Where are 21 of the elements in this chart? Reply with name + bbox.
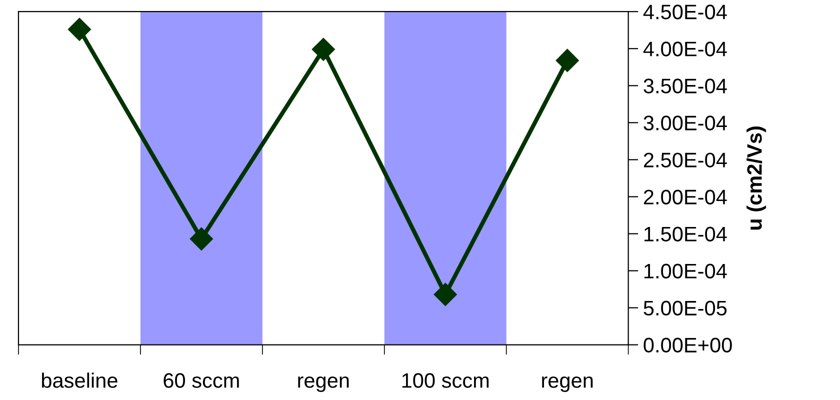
y-tick-label: 4.50E-04 — [643, 4, 727, 20]
x-tick-label: 100 sccm — [402, 373, 489, 388]
point — [68, 18, 91, 41]
y-tick-label: 5.00E-05 — [644, 300, 727, 316]
y-tick-label: 2.00E-04 — [644, 190, 727, 204]
x-tick-label: regen — [542, 376, 593, 392]
y-tick-label: 1.00E-04 — [644, 264, 727, 279]
point — [312, 38, 335, 61]
x-tick-label: baseline — [42, 372, 118, 388]
y-tick-label: 2.50E-04 — [644, 152, 727, 168]
point — [434, 282, 457, 306]
y-tick-label: 3.00E-04 — [644, 116, 727, 130]
y-tick-label: 1.50E-04 — [644, 226, 727, 242]
point — [556, 48, 579, 72]
x-tick-label: 60 sccm — [164, 373, 239, 388]
y-tick-label: 3.50E-04 — [644, 78, 727, 94]
point — [190, 227, 213, 250]
x-tick-label: regen — [298, 376, 349, 392]
y-tick-label: 0.00E+00 — [644, 338, 732, 353]
y-tick-label: 4.00E-04 — [643, 42, 727, 56]
y-axis-title: u (cm2/Vs) — [746, 126, 766, 230]
